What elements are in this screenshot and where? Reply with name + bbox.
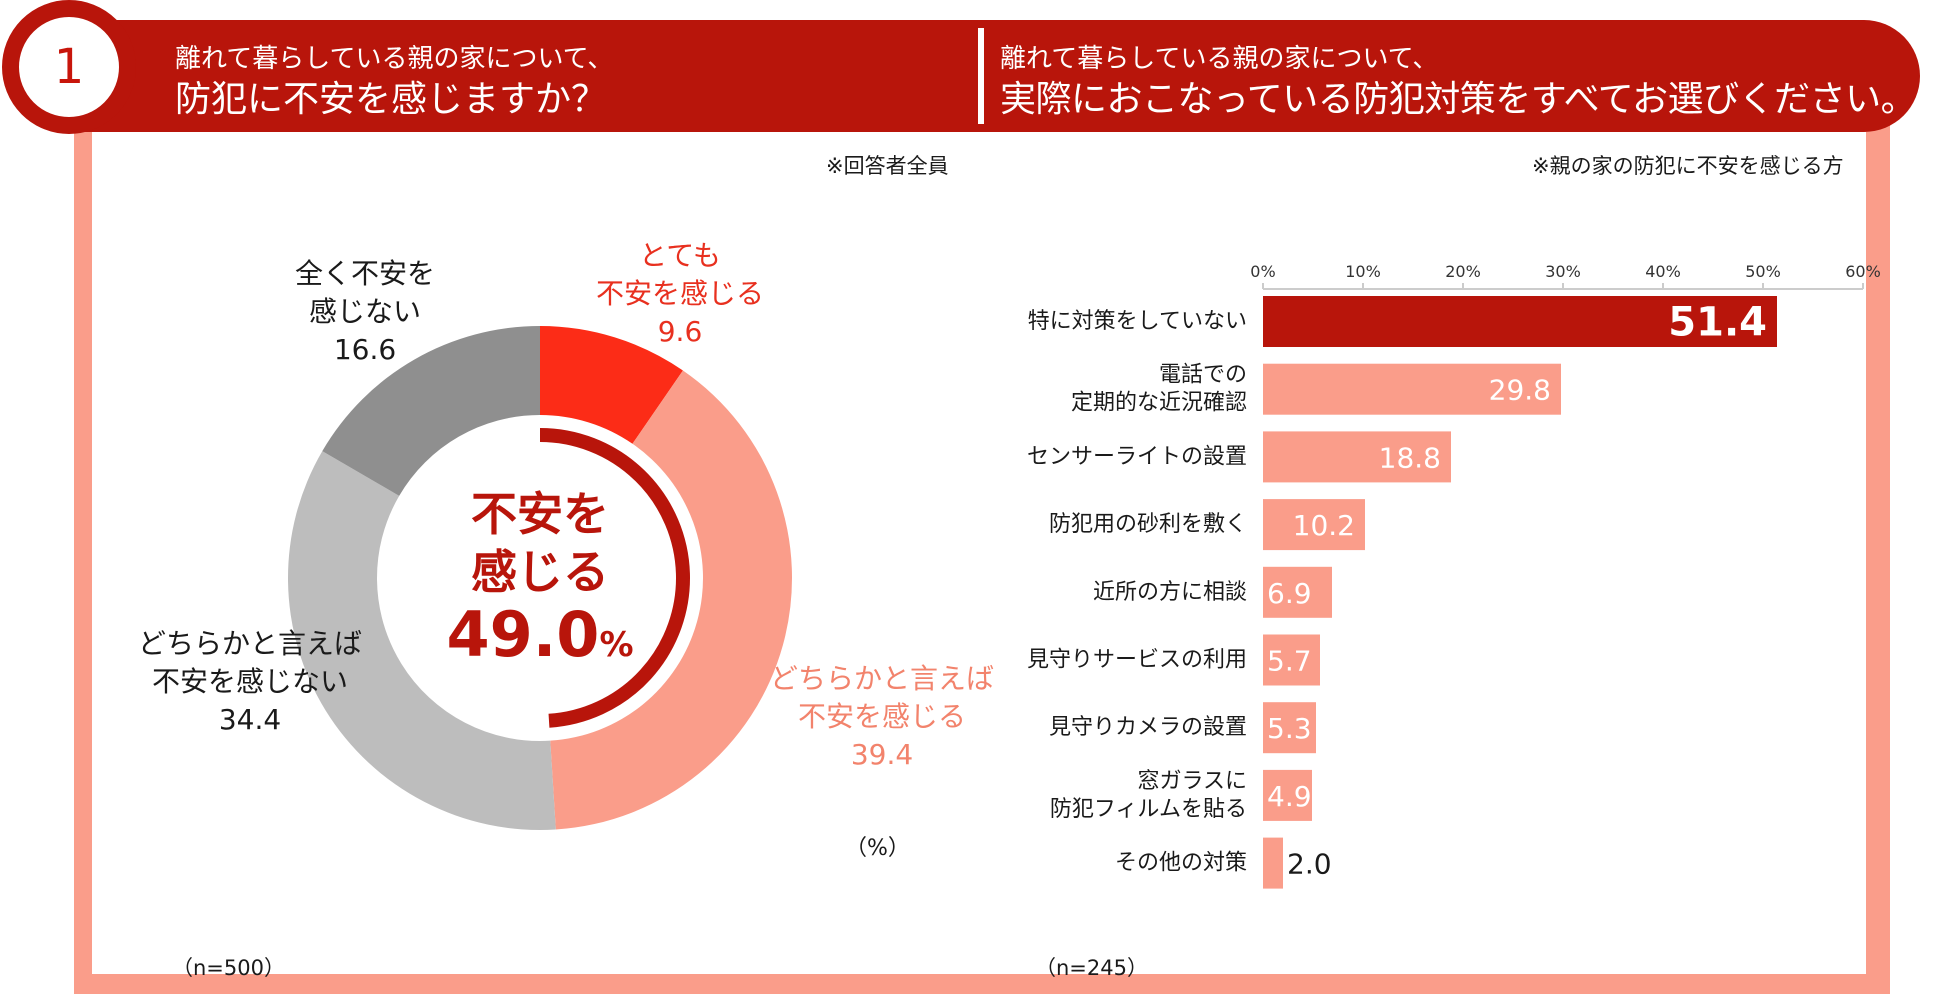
donut-slice [288, 451, 556, 830]
question-banner: 離れて暮らしている親の家について、 防犯に不安を感じますか？ 離れて暮らしている… [60, 20, 1920, 132]
bar-category-label: 見守りカメラの設置 [1049, 715, 1247, 740]
bar-category-label: その他の対策 [1115, 851, 1247, 876]
bar [1263, 769, 1312, 821]
bar-value-label: 10.2 [1293, 509, 1355, 542]
bar-value-label: 29.8 [1489, 374, 1551, 407]
bar-category-label: 防犯用の砂利を敷く [1049, 512, 1247, 537]
right-question-title: 実際におこなっている防犯対策をすべてお選びください。 [1000, 79, 1917, 120]
donut-label-line2: 不安を感じる [797, 700, 966, 733]
donut-label-very-anxious: とても 不安を感じる 9.6 [580, 237, 780, 351]
bar [1263, 363, 1561, 415]
donut-label-line1: どちらかと言えば [769, 662, 994, 695]
bar-value-label: 6.9 [1267, 577, 1312, 610]
donut-center-label: 不安を 感じる [430, 485, 650, 601]
donut-center-unit: % [599, 625, 634, 665]
bar-category-label: 窓ガラスに [1137, 769, 1247, 794]
bar-tick-label: 10% [1345, 262, 1381, 281]
left-sample-size: （n=500） [172, 956, 285, 980]
donut-label-somewhat-not-anxious: どちらかと言えば 不安を感じない 34.4 [125, 625, 375, 739]
donut-center-line2: 感じる [471, 545, 609, 599]
bar-tick-label: 40% [1645, 262, 1681, 281]
donut-slice [540, 326, 683, 444]
bar-category-label: 防犯フィルムを貼る [1050, 797, 1247, 822]
donut-label-line1: 全く不安を [294, 257, 435, 290]
bar-tick-label: 30% [1545, 262, 1581, 281]
panel-body [92, 132, 1866, 974]
donut-label-value: 16.6 [333, 333, 397, 366]
left-scope-note: ※回答者全員 [826, 154, 949, 178]
bar [1263, 499, 1365, 551]
left-question-line1: 離れて暮らしている親の家について、 [175, 44, 614, 74]
bar-value-label: 2.0 [1287, 848, 1332, 881]
bar-tick-label: 0% [1250, 262, 1275, 281]
question-number: 1 [53, 39, 85, 95]
donut-label-value: 9.6 [657, 315, 703, 348]
bar-category-label: 電話での [1159, 363, 1247, 388]
banner-divider [978, 28, 984, 124]
bar-tick-label: 20% [1445, 262, 1481, 281]
donut-label-line2: 感じない [308, 295, 421, 328]
bar [1263, 431, 1451, 483]
donut-label-value: 34.4 [218, 703, 282, 736]
donut-label-somewhat-anxious: どちらかと言えば 不安を感じる 39.4 [762, 660, 1002, 774]
right-sample-size: （n=245） [1035, 956, 1148, 980]
bar [1263, 634, 1320, 686]
bar-value-label: 51.4 [1668, 300, 1767, 346]
percent-unit-note: （%） [845, 836, 910, 861]
donut-label-line2: 不安を感じない [151, 665, 348, 698]
bar-value-label: 18.8 [1379, 441, 1441, 474]
bar-category-label: センサーライトの設置 [1027, 444, 1247, 469]
donut-center-value: 49.0% [420, 600, 660, 680]
bar-tick-label: 60% [1845, 262, 1881, 281]
bar [1263, 566, 1332, 618]
bar-category-label: 見守りサービスの利用 [1027, 648, 1247, 673]
donut-label-value: 39.4 [850, 738, 914, 771]
right-question-line1: 離れて暮らしている親の家について、 [1000, 44, 1439, 74]
donut-center-line1: 不安を [471, 487, 609, 541]
donut-label-line1: とても [639, 239, 721, 272]
donut-slice [322, 326, 540, 496]
donut-center-percent: 49.0 [446, 598, 600, 671]
donut-slice [550, 370, 793, 830]
bar [1263, 702, 1316, 754]
right-scope-note: ※親の家の防犯に不安を感じる方 [1532, 154, 1844, 178]
bar-value-label: 5.3 [1267, 712, 1312, 745]
bar-tick-label: 50% [1745, 262, 1781, 281]
bar-value-label: 5.7 [1267, 645, 1312, 678]
concerned-share-arc [539, 428, 690, 728]
left-question-title: 防犯に不安を感じますか？ [175, 79, 608, 120]
donut-label-line2: 不安を感じる [595, 277, 764, 310]
donut-label-line1: どちらかと言えば [137, 627, 362, 660]
bar-category-label: 特に対策をしていない [1028, 309, 1247, 334]
bar [1263, 837, 1283, 889]
bar-category-label: 定期的な近況確認 [1071, 391, 1247, 416]
bar [1263, 296, 1777, 347]
bar-category-label: 近所の方に相談 [1093, 580, 1247, 605]
donut-label-not-anxious: 全く不安を 感じない 16.6 [270, 255, 460, 369]
bar-value-label: 4.9 [1267, 780, 1312, 813]
